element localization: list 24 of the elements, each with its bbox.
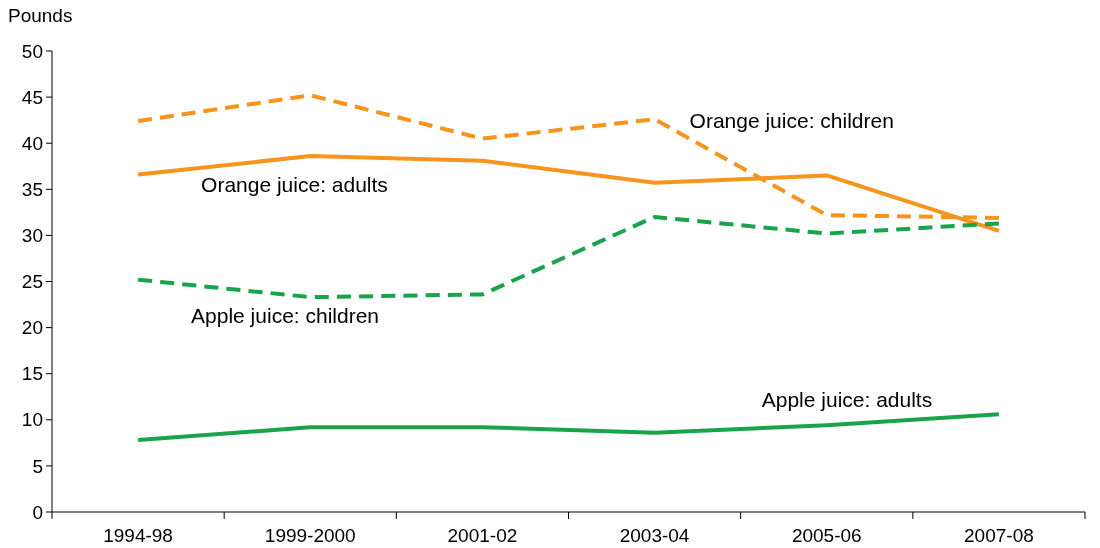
x-tick-label: 2007-08 — [964, 525, 1034, 546]
series-label: Apple juice: adults — [761, 388, 933, 412]
line-series — [136, 214, 1001, 300]
y-tick-label: 25 — [21, 271, 43, 293]
x-tick-label: 2001-02 — [447, 525, 518, 546]
y-tick-label: 45 — [21, 86, 43, 108]
x-tick-label: 1994-98 — [103, 525, 173, 546]
y-axis-title: Pounds — [8, 5, 73, 26]
y-tick-label: 50 — [21, 40, 43, 62]
line-series — [136, 412, 1001, 443]
y-tick-label: 35 — [21, 178, 43, 200]
x-tick-label: 2003-04 — [619, 525, 690, 546]
y-tick-label: 0 — [32, 501, 43, 523]
series-label: Orange juice: adults — [201, 173, 388, 197]
y-tick-label: 20 — [21, 317, 43, 339]
x-tick-label: 1999-2000 — [264, 525, 356, 546]
series-label: Orange juice: children — [689, 109, 894, 133]
y-tick-label: 40 — [21, 132, 43, 154]
y-tick-label: 10 — [21, 409, 43, 431]
series-label: Apple juice: children — [191, 304, 380, 328]
y-tick-label: 15 — [21, 363, 43, 385]
y-tick-label: 30 — [21, 225, 43, 247]
x-tick-label: 2005-06 — [791, 525, 862, 546]
y-tick-label: 5 — [32, 455, 43, 477]
